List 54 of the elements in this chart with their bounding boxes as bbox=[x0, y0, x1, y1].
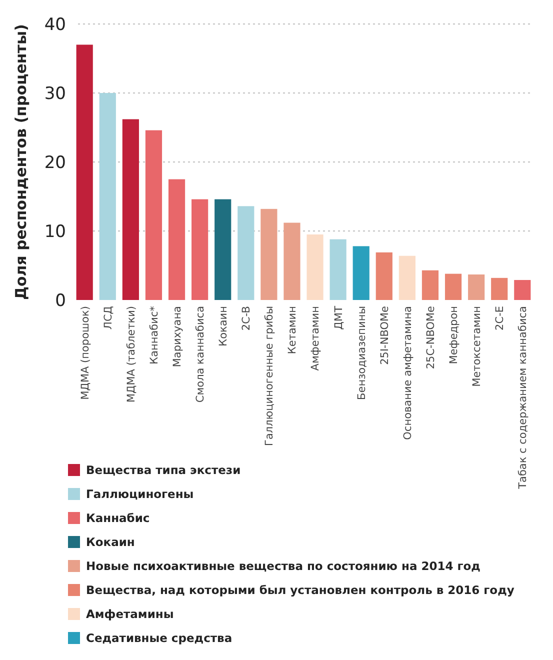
x-tick-label: Каннабис* bbox=[148, 306, 160, 364]
y-tick-label: 10 bbox=[44, 222, 66, 242]
x-tick-label: Основание амфетамина bbox=[402, 306, 414, 440]
legend-label: Кокаин bbox=[86, 535, 135, 550]
bar bbox=[306, 234, 324, 300]
bar bbox=[468, 274, 485, 300]
x-tick-label: Мефедрон bbox=[448, 306, 460, 364]
bar bbox=[238, 206, 254, 300]
bar bbox=[76, 44, 93, 300]
bar bbox=[214, 199, 232, 300]
legend-label: Вещества, над которыми был установлен контроль в 2016 году bbox=[86, 583, 515, 598]
x-tick-label: МДМА (порошок) bbox=[79, 306, 92, 400]
bar bbox=[352, 246, 370, 300]
legend-label: Новые психоактивные вещества по состоянию на 2014 год bbox=[86, 559, 480, 574]
x-tick-label: 2C-B bbox=[240, 306, 253, 331]
x-tick-label: Смола каннабиса bbox=[194, 306, 206, 403]
x-tick-label: Бензодиазепины bbox=[356, 306, 368, 400]
legend-label: Галлюциногены bbox=[86, 487, 194, 502]
x-tick-label: Кетамин bbox=[286, 306, 299, 354]
x-tick-label: 25C-NBOMe bbox=[424, 306, 437, 370]
bar bbox=[514, 280, 531, 300]
y-tick-label: 20 bbox=[44, 152, 66, 173]
bar bbox=[422, 270, 439, 300]
x-tick-label: ДМТ bbox=[332, 305, 345, 330]
legend-label: Амфетамины bbox=[86, 607, 174, 622]
y-axis-title: Доля респондентов (проценты) bbox=[12, 24, 30, 300]
bar bbox=[122, 119, 139, 300]
legend-label: Седативные средства bbox=[86, 631, 232, 646]
bar bbox=[330, 239, 346, 300]
y-tick-label: 40 bbox=[44, 14, 66, 35]
bar bbox=[376, 252, 392, 300]
y-tick-label: 30 bbox=[44, 84, 66, 104]
x-tick-label: Галлюциногенные грибы bbox=[264, 306, 276, 446]
x-tick-label: Амфетамин bbox=[310, 306, 322, 371]
bar bbox=[192, 199, 208, 300]
bar bbox=[145, 130, 162, 300]
x-tick-label: Кокаин bbox=[218, 306, 230, 346]
bar bbox=[444, 274, 462, 300]
y-tick-label: 0 bbox=[55, 290, 66, 311]
bar bbox=[284, 222, 300, 300]
legend-label: Вещества типа экстези bbox=[86, 463, 241, 478]
x-tick-label: 25I-NBOMe bbox=[378, 306, 391, 365]
legend-label: Каннабис bbox=[86, 511, 150, 526]
x-tick-label: ЛСД bbox=[102, 306, 114, 330]
bar bbox=[99, 93, 116, 300]
x-tick-label: Марихуана bbox=[171, 306, 184, 368]
x-tick-label: МДМА (таблетки) bbox=[125, 306, 138, 403]
bar bbox=[398, 256, 416, 300]
x-tick-label: Метоксетамин bbox=[470, 306, 483, 387]
x-tick-label: Табак с содержанием каннабиса bbox=[517, 306, 530, 490]
bar bbox=[491, 278, 508, 300]
bar bbox=[260, 208, 278, 300]
x-tick-label: 2C-E bbox=[494, 306, 506, 330]
bar bbox=[168, 179, 186, 300]
